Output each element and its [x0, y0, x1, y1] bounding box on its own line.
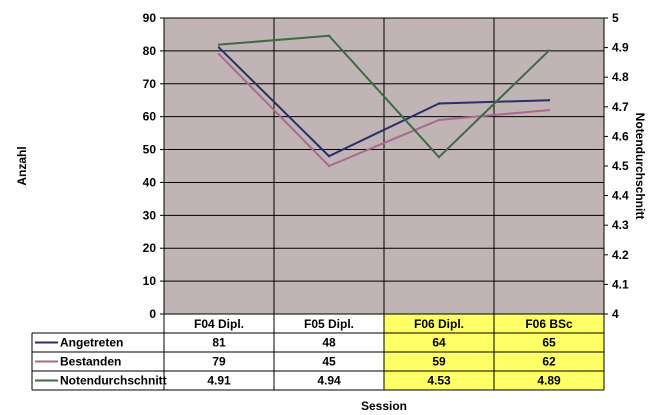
- series-point: [547, 99, 551, 102]
- series-point: [547, 108, 551, 112]
- y-right-tick-label: 5: [612, 11, 619, 25]
- series-name: Notendurchschnitt: [60, 374, 167, 388]
- table-value: 4.91: [207, 374, 231, 388]
- table-value: 4.89: [537, 374, 561, 388]
- series-line: [218, 46, 550, 158]
- table-value: 4.94: [317, 374, 341, 388]
- y-left-tick-label: 80: [143, 44, 157, 58]
- category-label: F06 BSc: [525, 317, 573, 331]
- series-point: [437, 102, 441, 105]
- series-point: [547, 49, 551, 52]
- table-value: 79: [212, 355, 226, 369]
- y-right-tick-label: 4.9: [612, 41, 629, 55]
- y-right-tick-label: 4: [612, 307, 619, 321]
- series-point: [437, 155, 441, 159]
- table-value: 4.53: [427, 374, 451, 388]
- series-point: [327, 164, 331, 168]
- series-point: [217, 43, 221, 46]
- y-left-title: Anzahl: [15, 146, 29, 185]
- y-right-title: Notendurchschnitt: [633, 113, 647, 220]
- series-line: [218, 53, 550, 168]
- y-left-tick-label: 20: [143, 241, 157, 255]
- series-point: [327, 154, 331, 158]
- y-right-tick-label: 4.4: [612, 189, 629, 203]
- y-right-tick-label: 4.5: [612, 159, 629, 173]
- series-point: [217, 52, 221, 56]
- y-left-tick-label: 30: [143, 208, 157, 222]
- y-left-tick-label: 40: [143, 175, 157, 189]
- series-name: Bestanden: [60, 355, 121, 369]
- y-left-tick-label: 50: [143, 143, 157, 157]
- y-left-tick-label: 0: [149, 307, 156, 321]
- y-right-tick-label: 4.7: [612, 100, 629, 114]
- y-right-tick-label: 4.8: [612, 70, 629, 84]
- series-line: [218, 34, 550, 159]
- table-value: 59: [432, 355, 446, 369]
- series-point: [217, 46, 221, 49]
- series-point: [327, 34, 331, 37]
- y-right-tick-label: 4.1: [612, 277, 629, 291]
- category-label: F06 Dipl.: [414, 317, 464, 331]
- table-value: 45: [322, 355, 336, 369]
- table-value: 64: [432, 336, 446, 350]
- y-right-tick-label: 4.2: [612, 248, 629, 262]
- table-value: 62: [542, 355, 556, 369]
- y-left-tick-label: 60: [143, 110, 157, 124]
- y-right-tick-label: 4.3: [612, 218, 629, 232]
- y-right-tick-label: 4.6: [612, 129, 629, 143]
- table-value: 48: [322, 336, 336, 350]
- y-left-tick-label: 70: [143, 77, 157, 91]
- y-left-tick-label: 90: [143, 11, 157, 25]
- series-name: Angetreten: [60, 336, 123, 350]
- category-label: F04 Dipl.: [194, 317, 244, 331]
- x-axis-title: Session: [361, 399, 407, 413]
- category-label: F05 Dipl.: [304, 317, 354, 331]
- series-point: [437, 118, 441, 122]
- table-value: 65: [542, 336, 556, 350]
- y-left-tick-label: 10: [143, 274, 157, 288]
- table-value: 81: [212, 336, 226, 350]
